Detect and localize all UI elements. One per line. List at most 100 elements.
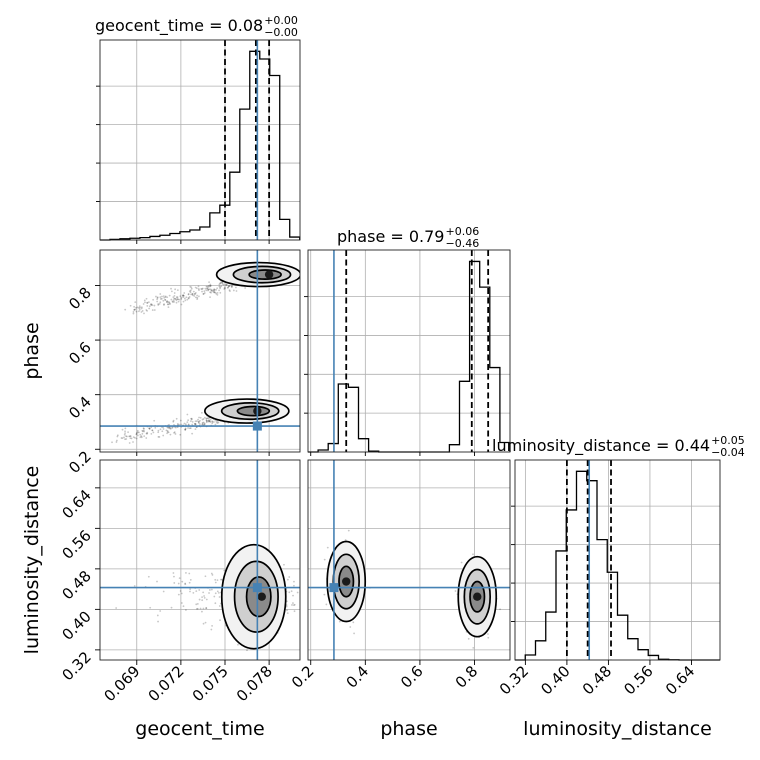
sample-point — [206, 420, 208, 423]
hist-bin — [460, 381, 470, 452]
sample-point — [196, 607, 199, 610]
sample-point — [172, 301, 174, 303]
sample-point — [205, 419, 208, 422]
sample-point — [140, 311, 143, 313]
sample-point — [148, 307, 151, 310]
sample-point — [347, 529, 350, 532]
sample-point — [166, 426, 169, 429]
sample-point — [132, 441, 134, 443]
sample-point — [197, 288, 200, 290]
y-tick-label: 0.40 — [58, 607, 94, 643]
sample-point — [187, 297, 190, 300]
sample-point — [140, 306, 143, 309]
sample-point — [173, 300, 176, 303]
sample-point — [231, 286, 233, 288]
sample-point — [144, 301, 146, 304]
x-tick-label: 0.072 — [145, 662, 188, 705]
sample-point — [176, 298, 179, 300]
sample-point — [353, 632, 355, 635]
sample-point — [149, 303, 152, 306]
sample-point — [195, 603, 198, 606]
sample-point — [201, 599, 204, 602]
sample-point — [204, 575, 207, 578]
sample-point — [209, 296, 211, 299]
sample-point — [205, 598, 208, 601]
x-tick-label: 0.075 — [189, 662, 232, 705]
x-tick-label: 0.2 — [288, 662, 318, 692]
sample-point — [129, 304, 132, 307]
panel-frame — [99, 39, 301, 241]
sample-point — [121, 437, 124, 440]
sample-point — [216, 291, 219, 294]
sample-point — [173, 431, 176, 434]
panel-geocent-time-vs-phase — [99, 249, 301, 453]
sample-point — [166, 431, 169, 433]
sample-point — [151, 429, 154, 432]
sample-point — [191, 420, 194, 423]
sample-point — [190, 417, 192, 420]
title-lower-error: −0.46 — [445, 237, 479, 250]
sample-point — [207, 417, 209, 420]
sample-point — [142, 430, 144, 433]
sample-point — [185, 609, 187, 611]
sample-point — [148, 427, 151, 430]
sample-point — [175, 296, 178, 299]
hist-bin — [546, 612, 556, 660]
sample-point — [116, 434, 119, 437]
sample-point — [157, 620, 159, 623]
title-upper-error: +0.05 — [711, 434, 745, 447]
sample-point — [213, 595, 216, 598]
sample-point — [214, 419, 217, 422]
sample-point — [209, 285, 212, 288]
sample-point — [201, 423, 204, 426]
sample-point — [188, 572, 191, 575]
sample-point — [184, 423, 187, 426]
sample-point — [167, 306, 170, 308]
sample-point — [136, 431, 139, 434]
sample-point — [210, 588, 213, 591]
hist-bin — [577, 471, 587, 660]
sample-point — [174, 298, 177, 300]
x-axis-label-luminosity-distance: luminosity_distance — [523, 718, 712, 740]
sample-point — [167, 301, 170, 303]
sample-point — [190, 293, 192, 296]
sample-point — [205, 607, 208, 610]
sample-point — [237, 643, 239, 646]
sample-point — [121, 428, 124, 431]
sample-point — [217, 592, 220, 594]
sample-point — [140, 435, 143, 438]
sample-point — [123, 433, 126, 436]
sample-point — [182, 296, 185, 299]
sample-point — [138, 310, 140, 313]
contour-line — [338, 565, 355, 598]
sample-point — [207, 288, 210, 291]
sample-point — [176, 422, 179, 425]
sample-point — [128, 435, 131, 438]
sample-point — [288, 576, 291, 578]
sample-point — [159, 293, 162, 295]
sample-point — [151, 304, 154, 307]
sample-point — [454, 590, 457, 592]
sample-point — [166, 300, 169, 302]
sample-point — [202, 293, 205, 295]
sample-point — [129, 435, 131, 437]
sample-point — [125, 435, 127, 438]
sample-point — [153, 309, 156, 311]
sample-point — [129, 435, 132, 438]
sample-point — [135, 433, 138, 435]
sample-point — [207, 420, 210, 423]
sample-point — [213, 421, 215, 423]
sample-point — [126, 435, 128, 438]
sample-point — [196, 603, 199, 605]
sample-point — [292, 594, 294, 597]
sample-point — [216, 422, 219, 424]
sample-point — [167, 431, 170, 434]
sample-point — [162, 434, 165, 437]
sample-point — [190, 417, 193, 420]
sample-point — [158, 303, 161, 305]
sample-point — [162, 299, 165, 302]
sample-point — [196, 298, 199, 300]
sample-point — [487, 636, 490, 639]
sample-point — [197, 295, 200, 298]
x-tick-label: 0.48 — [579, 662, 615, 698]
